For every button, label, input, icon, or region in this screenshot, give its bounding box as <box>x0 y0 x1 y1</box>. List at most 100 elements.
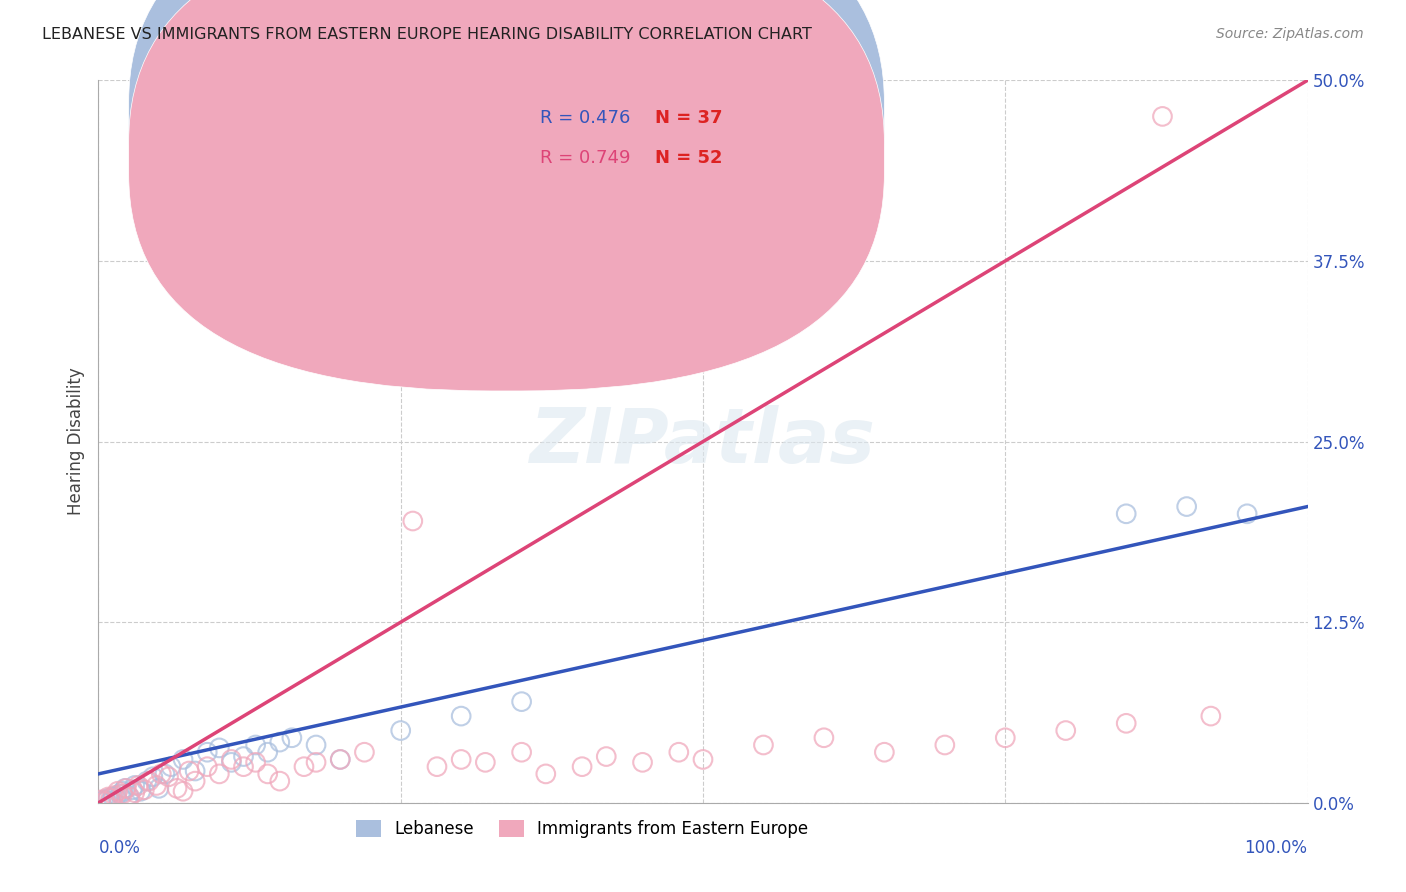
Point <box>571 760 593 774</box>
Point <box>195 745 218 759</box>
Point <box>115 781 138 796</box>
Point <box>124 786 146 800</box>
Point <box>100 791 122 805</box>
Point <box>595 749 617 764</box>
Point <box>232 760 254 774</box>
Point <box>269 774 291 789</box>
Text: R = 0.749: R = 0.749 <box>540 149 630 167</box>
Point <box>353 745 375 759</box>
Point <box>124 779 146 793</box>
Point <box>97 791 120 805</box>
Point <box>93 794 115 808</box>
Point <box>127 779 149 793</box>
Point <box>377 326 399 341</box>
Point <box>232 749 254 764</box>
Point <box>118 790 141 805</box>
Point <box>90 794 112 808</box>
Point <box>111 787 134 801</box>
Point <box>134 782 156 797</box>
Point <box>118 789 141 803</box>
Point <box>129 784 152 798</box>
Point <box>160 760 183 774</box>
Point <box>150 767 173 781</box>
Point <box>873 745 896 759</box>
Point <box>145 779 167 793</box>
Point <box>179 764 201 778</box>
Point <box>90 793 112 807</box>
Point <box>148 781 170 796</box>
Point <box>184 774 207 789</box>
Point <box>256 767 278 781</box>
Point <box>692 752 714 766</box>
Point <box>450 752 472 766</box>
Point <box>1152 109 1174 123</box>
Point <box>121 782 143 797</box>
Point <box>752 738 775 752</box>
Point <box>221 756 243 770</box>
Point <box>934 738 956 752</box>
Point <box>101 790 124 805</box>
Point <box>153 767 176 781</box>
Point <box>305 756 328 770</box>
Point <box>208 740 231 755</box>
Y-axis label: Hearing Disability: Hearing Disability <box>66 368 84 516</box>
Point <box>195 760 218 774</box>
Point <box>138 774 160 789</box>
Point <box>474 756 496 770</box>
Point <box>100 794 122 808</box>
Text: 100.0%: 100.0% <box>1244 838 1308 857</box>
Point <box>813 731 835 745</box>
Text: Source: ZipAtlas.com: Source: ZipAtlas.com <box>1216 27 1364 41</box>
Point <box>142 770 165 784</box>
FancyBboxPatch shape <box>129 0 884 391</box>
Point <box>208 767 231 781</box>
Point <box>534 767 557 781</box>
Point <box>172 752 194 766</box>
Point <box>221 752 243 766</box>
Point <box>668 745 690 759</box>
Point <box>329 752 352 766</box>
Point <box>256 745 278 759</box>
Point <box>329 752 352 766</box>
Point <box>450 709 472 723</box>
FancyBboxPatch shape <box>461 87 800 189</box>
Legend: Lebanese, Immigrants from Eastern Europe: Lebanese, Immigrants from Eastern Europe <box>349 814 815 845</box>
Point <box>389 723 412 738</box>
Point <box>157 770 180 784</box>
Text: N = 37: N = 37 <box>655 109 723 128</box>
Point <box>184 764 207 778</box>
Point <box>107 784 129 798</box>
Text: N = 52: N = 52 <box>655 149 723 167</box>
Point <box>269 735 291 749</box>
Point <box>994 731 1017 745</box>
Point <box>292 760 315 774</box>
Point <box>103 789 125 803</box>
Point <box>1115 507 1137 521</box>
Point <box>402 514 425 528</box>
Point <box>1236 507 1258 521</box>
Point <box>172 784 194 798</box>
Point <box>108 787 131 801</box>
Point <box>245 738 267 752</box>
Point <box>245 756 267 770</box>
Point <box>1115 716 1137 731</box>
Point <box>1199 709 1222 723</box>
Text: R = 0.476: R = 0.476 <box>540 109 630 128</box>
Point <box>426 760 449 774</box>
Point <box>111 784 134 798</box>
Point <box>1054 723 1077 738</box>
Point <box>510 745 533 759</box>
Point <box>114 781 136 796</box>
Point <box>91 793 114 807</box>
Point <box>510 695 533 709</box>
Point <box>105 789 128 803</box>
Point <box>97 790 120 805</box>
Point <box>305 738 328 752</box>
Point <box>281 731 304 745</box>
Text: LEBANESE VS IMMIGRANTS FROM EASTERN EUROPE HEARING DISABILITY CORRELATION CHART: LEBANESE VS IMMIGRANTS FROM EASTERN EURO… <box>42 27 813 42</box>
Text: 0.0%: 0.0% <box>98 838 141 857</box>
Point <box>166 781 188 796</box>
Point <box>1175 500 1198 514</box>
Point <box>135 774 157 789</box>
FancyBboxPatch shape <box>129 0 884 351</box>
